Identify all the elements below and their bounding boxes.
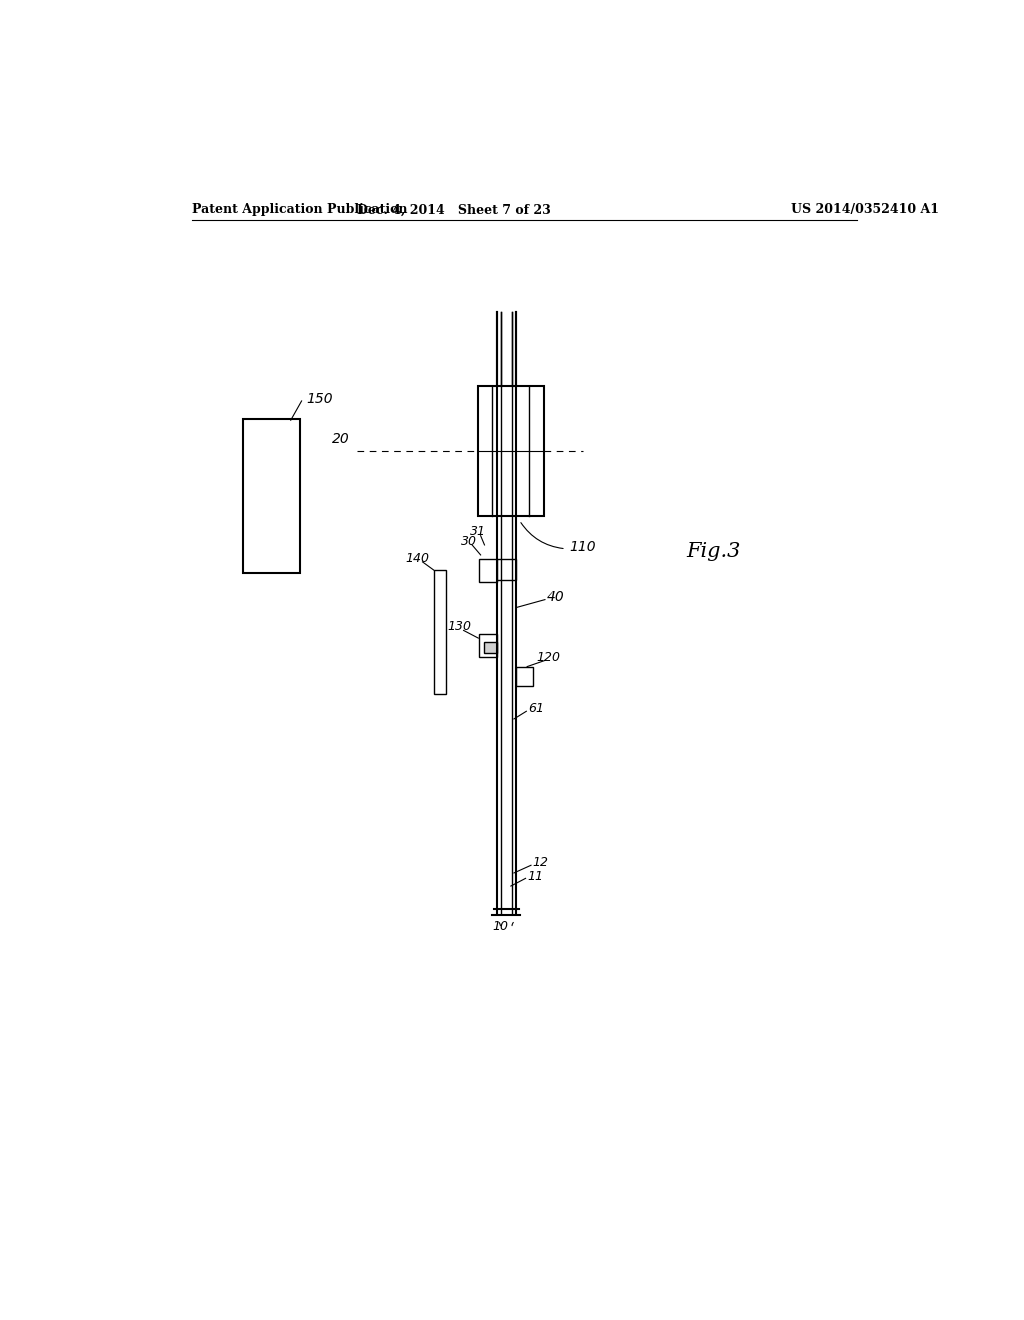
Text: 61: 61: [528, 702, 544, 715]
Text: 120: 120: [537, 651, 561, 664]
Bar: [434, 570, 445, 693]
Text: 10: 10: [492, 920, 508, 933]
Bar: [479, 558, 497, 582]
Text: 150: 150: [306, 392, 333, 405]
Text: Dec. 4, 2014   Sheet 7 of 23: Dec. 4, 2014 Sheet 7 of 23: [356, 203, 550, 216]
Bar: [478, 385, 544, 516]
Text: 12: 12: [532, 857, 549, 870]
Text: Fig.3: Fig.3: [686, 541, 740, 561]
Text: 31: 31: [470, 525, 486, 539]
Text: US 2014/0352410 A1: US 2014/0352410 A1: [791, 203, 939, 216]
Text: 11: 11: [527, 870, 543, 883]
Bar: [497, 558, 515, 581]
Bar: [483, 642, 497, 653]
Text: 30: 30: [461, 535, 477, 548]
Text: 20: 20: [332, 433, 350, 446]
Bar: [515, 667, 532, 686]
Text: 130: 130: [447, 620, 472, 634]
Bar: [243, 418, 300, 573]
Bar: [479, 635, 497, 657]
Text: 110: 110: [569, 540, 596, 554]
Text: 40: 40: [547, 590, 564, 605]
Text: Patent Application Publication: Patent Application Publication: [193, 203, 408, 216]
Text: 140: 140: [406, 552, 429, 565]
